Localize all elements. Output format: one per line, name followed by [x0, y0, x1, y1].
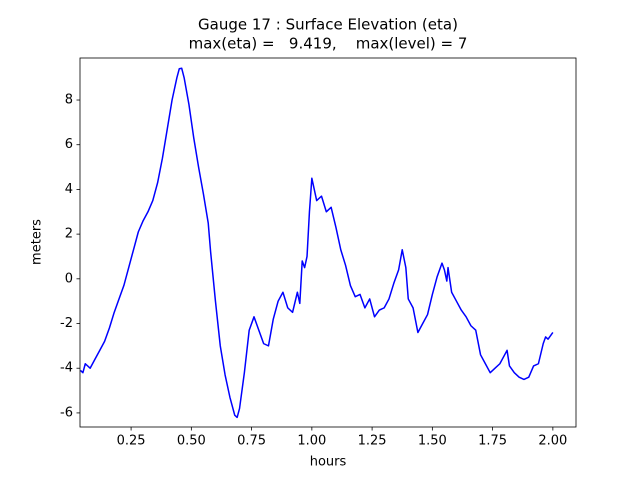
y-tick-label: 0: [65, 271, 73, 286]
y-axis-label: meters: [30, 219, 45, 265]
y-tick-label: -2: [60, 316, 73, 331]
x-tick-label: 1.75: [478, 434, 507, 449]
chart-subtitle: max(eta) = 9.419, max(level) = 7: [189, 35, 468, 53]
y-tick-label: 8: [65, 93, 73, 108]
x-tick-label: 1.25: [358, 434, 387, 449]
series-line: [79, 67, 554, 419]
x-tick-label: 0.75: [237, 434, 266, 449]
y-tick-label: 6: [65, 137, 73, 152]
chart-title: Gauge 17 : Surface Elevation (eta): [198, 16, 458, 34]
x-tick-label: 0.25: [117, 434, 146, 449]
plot-frame: [79, 57, 577, 428]
x-tick-label: 1.50: [418, 434, 447, 449]
x-tick-label: 1.00: [297, 434, 326, 449]
x-tick-label: 2.00: [538, 434, 567, 449]
y-tick-label: -6: [60, 405, 73, 420]
x-tick-label: 0.50: [177, 434, 206, 449]
y-tick-label: -4: [60, 361, 73, 376]
y-tick-label: 2: [65, 227, 73, 242]
y-tick-label: 4: [65, 182, 73, 197]
x-axis-label: hours: [310, 455, 347, 470]
